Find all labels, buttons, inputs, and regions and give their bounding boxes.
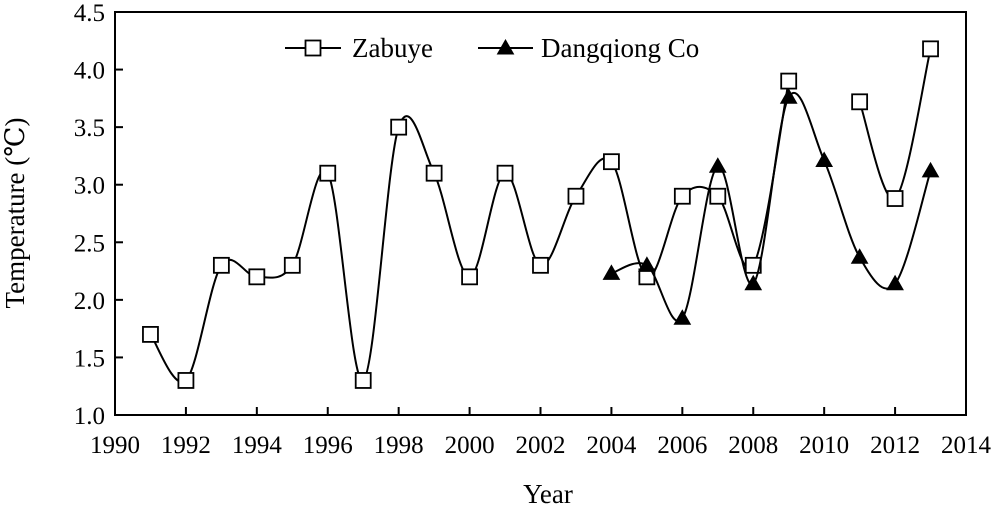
data-point — [177, 372, 195, 389]
data-point — [850, 248, 869, 264]
data-point — [886, 274, 904, 291]
series-0 — [142, 40, 939, 389]
axis-ticks: 1990 1992 1994 1996 1998 2000 2002 2004 2006 2008… — [74, 0, 992, 459]
legend: Zabuye Dangqiong Co — [285, 33, 699, 63]
data-point — [921, 161, 940, 178]
data-point — [886, 190, 904, 207]
x-tick-label: 2008 — [728, 432, 778, 459]
legend-label: Zabuye — [352, 33, 433, 63]
y-tick-label: 2.5 — [74, 230, 105, 257]
x-tick-label: 2006 — [657, 432, 707, 459]
legend-marker — [496, 38, 515, 55]
y-axis-title: Temperature (℃) — [0, 118, 30, 309]
data-point — [603, 153, 620, 171]
data-point — [922, 40, 939, 58]
data-point — [283, 256, 301, 274]
data-point — [851, 93, 869, 111]
y-tick-label: 4.0 — [74, 58, 105, 85]
data-point — [744, 274, 763, 291]
data-point — [496, 164, 514, 182]
legend-item: Dangqiong Co — [478, 33, 699, 63]
y-tick-label: 3.5 — [74, 115, 105, 142]
series-layer — [142, 40, 940, 389]
x-tick-label: 2000 — [445, 432, 495, 459]
data-point — [780, 72, 798, 90]
data-point — [779, 88, 798, 104]
x-tick-label: 2010 — [799, 432, 849, 459]
series-line — [858, 48, 932, 200]
series-1 — [602, 88, 940, 325]
legend-marker — [304, 39, 322, 57]
y-tick-label: 1.0 — [74, 403, 105, 430]
plot-frame — [114, 11, 967, 416]
data-point — [248, 268, 266, 286]
data-point — [390, 118, 408, 136]
series-line — [149, 80, 790, 384]
legend-label: Dangqiong Co — [541, 33, 699, 63]
data-point — [532, 256, 549, 274]
x-tick-label: 1996 — [303, 432, 353, 459]
data-point — [744, 256, 762, 274]
legend-item: Zabuye — [285, 33, 433, 63]
x-tick-label: 2002 — [516, 432, 566, 459]
data-point — [212, 256, 230, 274]
x-tick-label: 2012 — [870, 432, 920, 459]
data-point — [709, 187, 727, 205]
x-tick-label: 1994 — [232, 432, 283, 459]
x-axis-title: Year — [523, 479, 573, 508]
data-point — [461, 268, 478, 286]
y-tick-label: 1.5 — [74, 345, 105, 372]
data-point — [815, 151, 834, 168]
x-tick-label: 1998 — [374, 432, 424, 459]
data-point — [142, 325, 159, 343]
x-tick-label: 1990 — [90, 432, 140, 459]
x-tick-label: 1992 — [161, 432, 211, 459]
data-point — [319, 164, 337, 182]
series-line — [611, 92, 932, 323]
y-tick-label: 2.0 — [74, 288, 105, 315]
data-point — [354, 372, 372, 389]
y-tick-label: 4.5 — [74, 0, 105, 27]
data-point — [638, 256, 656, 272]
data-point — [425, 164, 443, 182]
x-tick-label: 2004 — [586, 432, 637, 459]
x-tick-label: 2014 — [941, 432, 992, 459]
data-point — [708, 157, 727, 173]
data-point — [567, 187, 585, 205]
y-tick-label: 3.0 — [74, 173, 105, 200]
data-point — [602, 264, 621, 280]
data-point — [673, 187, 691, 205]
data-point — [673, 309, 692, 325]
